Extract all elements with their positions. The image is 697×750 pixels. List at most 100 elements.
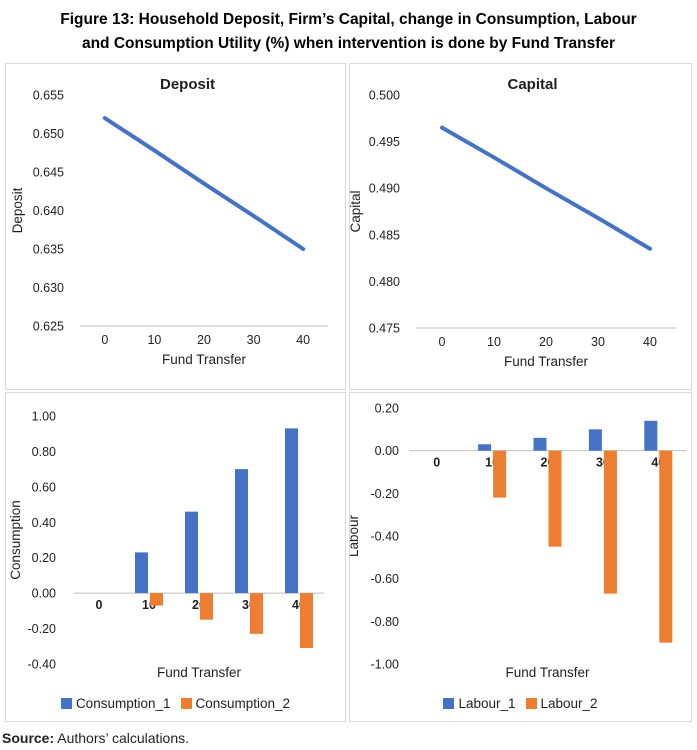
y-axis-tick-labels: 0.625 0.630 0.635 0.640 0.645 0.650 0.655 — [33, 88, 64, 333]
capital-chart-panel: Capital 0.475 0.480 0.485 0.490 0.495 0.500 0 10… — [349, 62, 692, 390]
legend-label: Consumption_1 — [75, 695, 171, 711]
x-tick-label: 40 — [296, 333, 310, 347]
y-tick-label: -1.00 — [371, 657, 400, 671]
chart-title: Capital — [507, 76, 557, 93]
x-axis-tick-labels: 0 10 20 30 40 — [439, 335, 657, 349]
y-axis-tick-labels: -0.40 -0.20 0.00 0.20 0.40 0.60 0.80 1.00 — [28, 409, 57, 671]
bars-labour_1 — [478, 420, 658, 451]
bar — [588, 429, 602, 451]
y-tick-label: 0.485 — [369, 228, 400, 242]
y-tick-label: 0.490 — [369, 182, 400, 196]
chart-title: Deposit — [160, 76, 215, 93]
y-tick-label: 0.475 — [369, 321, 400, 335]
figure-title-line1: Figure 13: Household Deposit, Firm’s Cap… — [60, 11, 637, 28]
legend-item-labour_2: Labour_2 — [525, 695, 598, 711]
bar — [135, 552, 148, 594]
capital-chart: Capital 0.475 0.480 0.485 0.490 0.495 0.500 0 10… — [350, 76, 676, 369]
bar — [150, 593, 163, 606]
y-tick-label: 0.635 — [33, 242, 64, 256]
bars-labour_2 — [493, 450, 673, 643]
bar — [185, 511, 198, 594]
x-axis-title: Fund Transfer — [157, 665, 242, 680]
legend-item-consumption_2: Consumption_2 — [180, 695, 291, 711]
y-tick-label: 0.500 — [369, 88, 400, 102]
x-axis-title: Fund Transfer — [505, 665, 590, 680]
y-tick-label: 0.80 — [32, 445, 56, 459]
y-tick-label: 0.640 — [33, 204, 64, 218]
source-label: Source: — [2, 729, 55, 746]
consumption-chart: -0.40-0.200.000.200.400.600.801.000 10 20 3… — [8, 409, 324, 680]
bars-consumption_2 — [150, 593, 313, 649]
y-tick-label: 0.20 — [32, 551, 56, 565]
legend-label: Consumption_2 — [195, 695, 291, 711]
bar — [478, 444, 492, 451]
consumption-legend: Consumption_1 Consumption_2 — [6, 696, 345, 711]
deposit-chart-panel: Deposit 0.625 0.630 0.635 0.640 0.645 0.650 0.6… — [5, 62, 346, 390]
bar — [235, 469, 248, 594]
y-tick-label: -0.60 — [371, 572, 400, 586]
legend-item-labour_1: Labour_1 — [443, 696, 516, 711]
y-axis-title: Labour — [350, 514, 361, 557]
x-tick-label: 30 — [247, 333, 261, 347]
legend-swatch-icon — [525, 697, 537, 709]
y-tick-label: 0.495 — [369, 135, 400, 149]
x-tick-label: 0 — [101, 333, 108, 347]
y-tick-label: 0.630 — [33, 281, 64, 295]
legend-swatch-icon — [180, 697, 192, 709]
deposit-chart: Deposit0.6250.6300.6350.6400.6450.6500.6… — [10, 76, 328, 367]
y-tick-label: -0.20 — [371, 487, 400, 501]
capital-series-line — [440, 125, 652, 251]
y-tick-label: 0.20 — [375, 401, 399, 415]
y-tick-label: 0.655 — [33, 88, 64, 102]
y-tick-label: 0.60 — [32, 480, 56, 494]
x-axis-title: Fund Transfer — [162, 352, 247, 367]
figure-title-line2: and Consumption Utility (%) when interve… — [81, 35, 616, 53]
y-tick-label: -0.40 — [371, 529, 400, 543]
legend-label: Labour_2 — [540, 695, 598, 711]
y-tick-label: 0.650 — [33, 127, 64, 141]
bar — [200, 593, 213, 620]
x-tick-label: 0 — [433, 456, 440, 470]
bar — [285, 428, 298, 594]
deposit-series-line — [102, 116, 306, 251]
y-tick-label: 0.645 — [33, 165, 64, 179]
y-tick-label: -0.40 — [28, 657, 57, 671]
legend-swatch-icon — [443, 697, 455, 709]
y-tick-label: 1.00 — [32, 409, 56, 423]
x-tick-label: 30 — [591, 335, 605, 349]
legend-item-consumption_1: Consumption_1 — [60, 695, 171, 711]
y-tick-label: 0.480 — [369, 275, 400, 289]
labour-chart-panel: -1.00 -0.80 -0.60 -0.40 -0.20 0.00 0.20 0 10 20 30… — [349, 391, 692, 722]
x-tick-label: 40 — [643, 335, 657, 349]
x-tick-label: 10 — [487, 335, 501, 349]
bar — [250, 593, 263, 634]
charts-grid: Deposit 0.625 0.630 0.635 0.640 0.645 0.650 0.6… — [0, 57, 697, 722]
bar — [493, 450, 507, 498]
source-note: Source: Authors’ calculations. — [0, 722, 697, 746]
y-axis-title: Consumption — [8, 500, 23, 580]
x-tick-label: 20 — [197, 333, 211, 347]
y-axis-title: Deposit — [10, 187, 25, 233]
y-axis-tick-labels: 0.475 0.480 0.485 0.490 0.495 0.500 — [369, 88, 400, 335]
x-tick-label: 10 — [147, 333, 161, 347]
bar — [548, 450, 562, 547]
bar — [300, 593, 313, 649]
y-tick-label: 0.40 — [32, 516, 56, 530]
labour-chart: -1.00-0.80-0.60-0.40-0.200.000.200 10 20 30… — [350, 401, 686, 680]
y-axis-tick-labels: -1.00 -0.80 -0.60 -0.40 -0.20 0.00 0.20 — [371, 401, 400, 671]
y-tick-label: -0.80 — [371, 615, 400, 629]
bars-consumption_1 — [135, 428, 298, 594]
consumption-chart-panel: -0.40 -0.20 0.00 0.20 0.40 0.60 0.80 1.00 0 10 20 3… — [5, 391, 346, 722]
legend-swatch-icon — [60, 697, 72, 709]
y-axis-title: Capital — [350, 190, 363, 232]
y-tick-label: -0.20 — [28, 622, 57, 636]
source-text: Authors’ calculations. — [57, 729, 190, 746]
x-tick-label: 0 — [96, 598, 103, 612]
y-tick-label: 0.00 — [32, 587, 56, 601]
bar — [533, 437, 547, 451]
x-axis-title: Fund Transfer — [504, 354, 589, 369]
bar — [603, 450, 617, 594]
figure-title: Figure 13: Household Deposit, Firm’s Cap… — [0, 0, 697, 57]
x-tick-label: 20 — [539, 335, 553, 349]
